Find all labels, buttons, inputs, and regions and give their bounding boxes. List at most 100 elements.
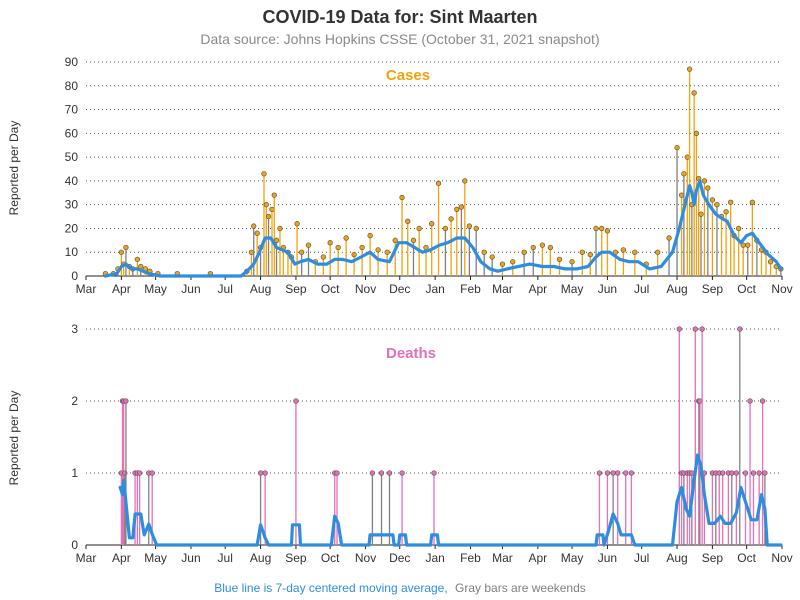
chart-subtitle: Data source: Johns Hopkins CSSE (October… [200,31,599,47]
cases-point [435,180,442,186]
cases-point [691,90,697,96]
chart-title: COVID-19 Data for: Sint Maarten [262,7,537,27]
cases-point [343,235,349,241]
cases-point [254,230,260,236]
cases-point [294,221,300,227]
cases-point [277,225,283,232]
deaths-moving-average-line [118,453,783,547]
cases-point [248,249,255,255]
cases-point [134,256,140,263]
cases-x-tick-label: Sep [702,282,724,296]
cases-x-tick-label: Apr [528,282,547,296]
cases-point [539,242,546,248]
deaths-point [699,326,705,332]
deaths-x-tick-label: Nov [355,551,376,565]
deaths-y-tick-label: 1 [71,466,78,480]
deaths-point [123,398,129,404]
deaths-x-tick-label: Sep [702,551,724,565]
cases-point [556,256,563,263]
deaths-point [369,470,376,476]
cases-point [269,206,275,213]
deaths-x-tick-label: Oct [737,551,756,565]
cases-point [448,216,454,222]
cases-x-tick-label: Aug [250,282,271,296]
footer-weekend-note: Gray bars are weekends [455,581,586,595]
cases-point [384,249,390,255]
cases-point [684,154,690,160]
cases-point [466,223,473,229]
cases-point [367,232,373,239]
cases-x-tick-label: Apr [112,282,131,296]
cases-moving-average-line [103,179,783,278]
deaths-x-tick-label: Sep [285,551,307,565]
cases-point [521,249,527,255]
footer-note: Blue line is 7-day centered moving avera… [214,581,586,595]
cases-x-tick-label: Aug [666,282,687,296]
cases-point [714,202,720,208]
cases-point [473,225,479,232]
deaths-point [750,470,757,476]
deaths-x-tick-label: May [561,551,584,565]
cases-point [749,199,755,205]
cases-x-tick-label: Dec [389,282,410,296]
cases-x-tick-label: May [561,282,584,296]
cases-point [462,178,468,184]
deaths-x-tick-label: Mar [76,551,97,565]
cases-point [118,249,125,255]
footer-average-note: Blue line is 7-day centered moving avera… [214,581,447,595]
cases-point [510,259,516,265]
deaths-y-tick-label: 0 [71,538,78,552]
cases-point [723,209,729,215]
deaths-point [334,470,340,476]
cases-point [579,249,585,255]
cases-y-tick-label: 50 [65,150,79,164]
cases-point [305,242,312,248]
cases-x-tick-label: Oct [737,282,756,296]
cases-x-tick-label: Nov [355,282,376,296]
deaths-panel: 0 1 2 3 Mar Apr May Jun Jul Aug Sep Oct Nov Dec Jan Feb… [71,322,792,565]
deaths-x-tick-label: Aug [666,551,687,565]
cases-x-tick-label: Feb [460,282,481,296]
deaths-point [293,398,299,404]
cases-point [599,225,605,232]
deaths-point [676,326,682,332]
cases-point [745,242,751,248]
deaths-point [747,398,753,404]
deaths-point [604,470,611,476]
cases-x-tick-label: Mar [492,282,513,296]
deaths-point [149,470,155,476]
deaths-point [610,470,616,476]
deaths-point [733,470,740,476]
deaths-point [378,470,385,476]
cases-x-tick-label: Jan [425,282,444,296]
cases-point [298,249,305,255]
cases-point [481,249,487,255]
cases-point [263,202,269,208]
cases-point [410,237,417,243]
deaths-x-tick-label: Apr [112,551,131,565]
cases-point [705,185,711,191]
deaths-point [756,470,762,476]
deaths-x-tick-label: Feb [460,551,481,565]
deaths-x-tick-label: Aug [250,551,271,565]
cases-point [569,259,575,265]
cases-point [359,244,365,251]
cases-point [454,206,460,213]
cases-x-tick-label: Jun [181,282,200,296]
deaths-point [762,470,768,476]
deaths-x-tick-label: Jun [181,551,200,565]
cases-point [632,249,638,255]
cases-x-tick-label: May [144,282,167,296]
deaths-y-tick-label: 2 [71,394,78,408]
cases-point [261,171,267,177]
cases-point [351,251,357,258]
cases-point [265,213,272,220]
deaths-point [742,470,749,476]
cases-point [587,251,593,258]
cases-point [416,225,422,232]
deaths-x-tick-label: Apr [528,551,547,565]
cases-x-tick-label: Sep [285,282,307,296]
cases-point [375,247,381,253]
deaths-point [596,470,603,476]
